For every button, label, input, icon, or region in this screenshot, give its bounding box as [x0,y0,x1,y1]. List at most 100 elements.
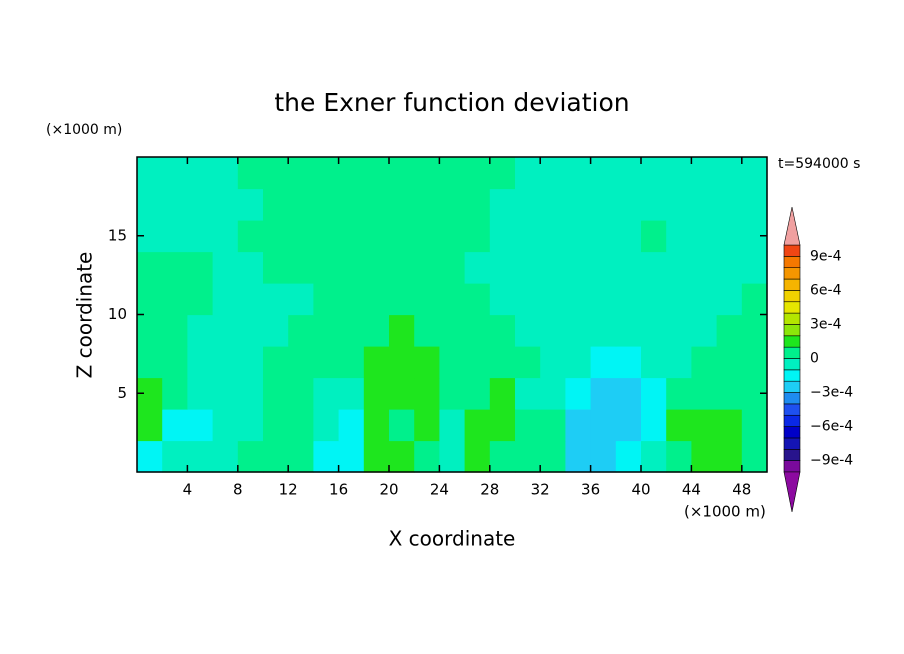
contour-cell [590,251,617,284]
contour-cell [716,283,743,316]
contour-cell [389,220,415,253]
y-unit: (×1000 m) [46,122,122,138]
contour-cell [641,188,667,221]
contour-cell [363,220,390,253]
contour-cell [590,346,617,379]
contour-cell [741,188,768,221]
contour-cell [439,220,466,253]
contour-cell [414,440,440,473]
contour-cell [338,314,365,347]
contour-field [137,157,768,473]
x-tick-label: 32 [531,481,550,499]
colorbar-tick-label: −9e-4 [810,453,853,469]
contour-cell [515,440,541,473]
contour-cell [162,220,188,253]
contour-cell [162,283,188,316]
contour-cell [263,314,289,347]
contour-cell [666,346,692,379]
contour-cell [691,188,718,221]
contour-cell [162,346,188,379]
chart-title: the Exner function deviation [274,88,629,117]
x-tick-label: 20 [379,481,398,499]
contour-cell [137,157,163,190]
contour-cell [489,314,516,347]
contour-cell [363,157,390,190]
contour-cell [716,409,743,442]
contour-cell [212,188,239,221]
contour-cell [363,188,390,221]
colorbar-tick-label: −6e-4 [810,419,853,435]
contour-cell [540,251,566,284]
colorbar-band [783,380,801,393]
contour-cell [565,377,592,410]
contour-cell [187,409,214,442]
contour-cell [187,314,214,347]
annotation: t=594000 s [778,156,860,172]
contour-cell [590,314,617,347]
contour-cell [489,157,516,190]
contour-cell [338,377,365,410]
contour-cell [464,409,491,442]
contour-cell [439,440,466,473]
contour-cell [338,409,365,442]
contour-cell [691,314,718,347]
contour-cell [237,314,264,347]
contour-cell [288,346,314,379]
contour-cell [237,346,264,379]
contour-cell [716,377,743,410]
contour-cell [263,251,289,284]
contour-cell [641,346,667,379]
x-tick-label: 16 [329,481,348,499]
colorbar-tick-label: 3e-4 [810,316,842,332]
colorbar-band [783,358,801,371]
contour-cell [288,188,314,221]
contour-cell [615,220,642,253]
contour-cell [464,377,491,410]
contour-cell [641,440,667,473]
x-tick-label: 44 [682,481,701,499]
contour-cell [565,157,592,190]
contour-cell [515,157,541,190]
colorbar-band [783,414,801,427]
x-tick-label: 36 [581,481,600,499]
colorbar-under [783,471,801,513]
contour-cell [237,377,264,410]
contour-cell [666,283,692,316]
contour-cell [389,377,415,410]
contour-cell [363,283,390,316]
contour-cell [263,283,289,316]
contour-cell [741,314,768,347]
contour-cell [162,157,188,190]
contour-cell [515,346,541,379]
contour-cell [540,157,566,190]
colorbar-band [783,346,801,359]
contour-cell [338,220,365,253]
contour-cell [212,314,239,347]
contour-cell [615,409,642,442]
contour-cell [389,251,415,284]
contour-cell [313,188,340,221]
contour-cell [464,440,491,473]
contour-cell [338,283,365,316]
contour-cell [414,346,440,379]
contour-cell [641,409,667,442]
contour-cell [263,409,289,442]
colorbar-band [783,369,801,382]
contour-cell [187,377,214,410]
contour-cell [187,440,214,473]
contour-cell [666,314,692,347]
contour-cell [212,251,239,284]
colorbar-tick-label: 9e-4 [810,248,842,264]
contour-cell [691,346,718,379]
contour-cell [716,440,743,473]
colorbar-band [783,290,801,303]
contour-cell [716,188,743,221]
contour-cell [363,314,390,347]
contour-cell [237,409,264,442]
contour-cell [288,409,314,442]
contour-cell [414,157,440,190]
contour-cell [615,377,642,410]
contour-cell [363,251,390,284]
contour-cell [288,440,314,473]
contour-cell [439,157,466,190]
